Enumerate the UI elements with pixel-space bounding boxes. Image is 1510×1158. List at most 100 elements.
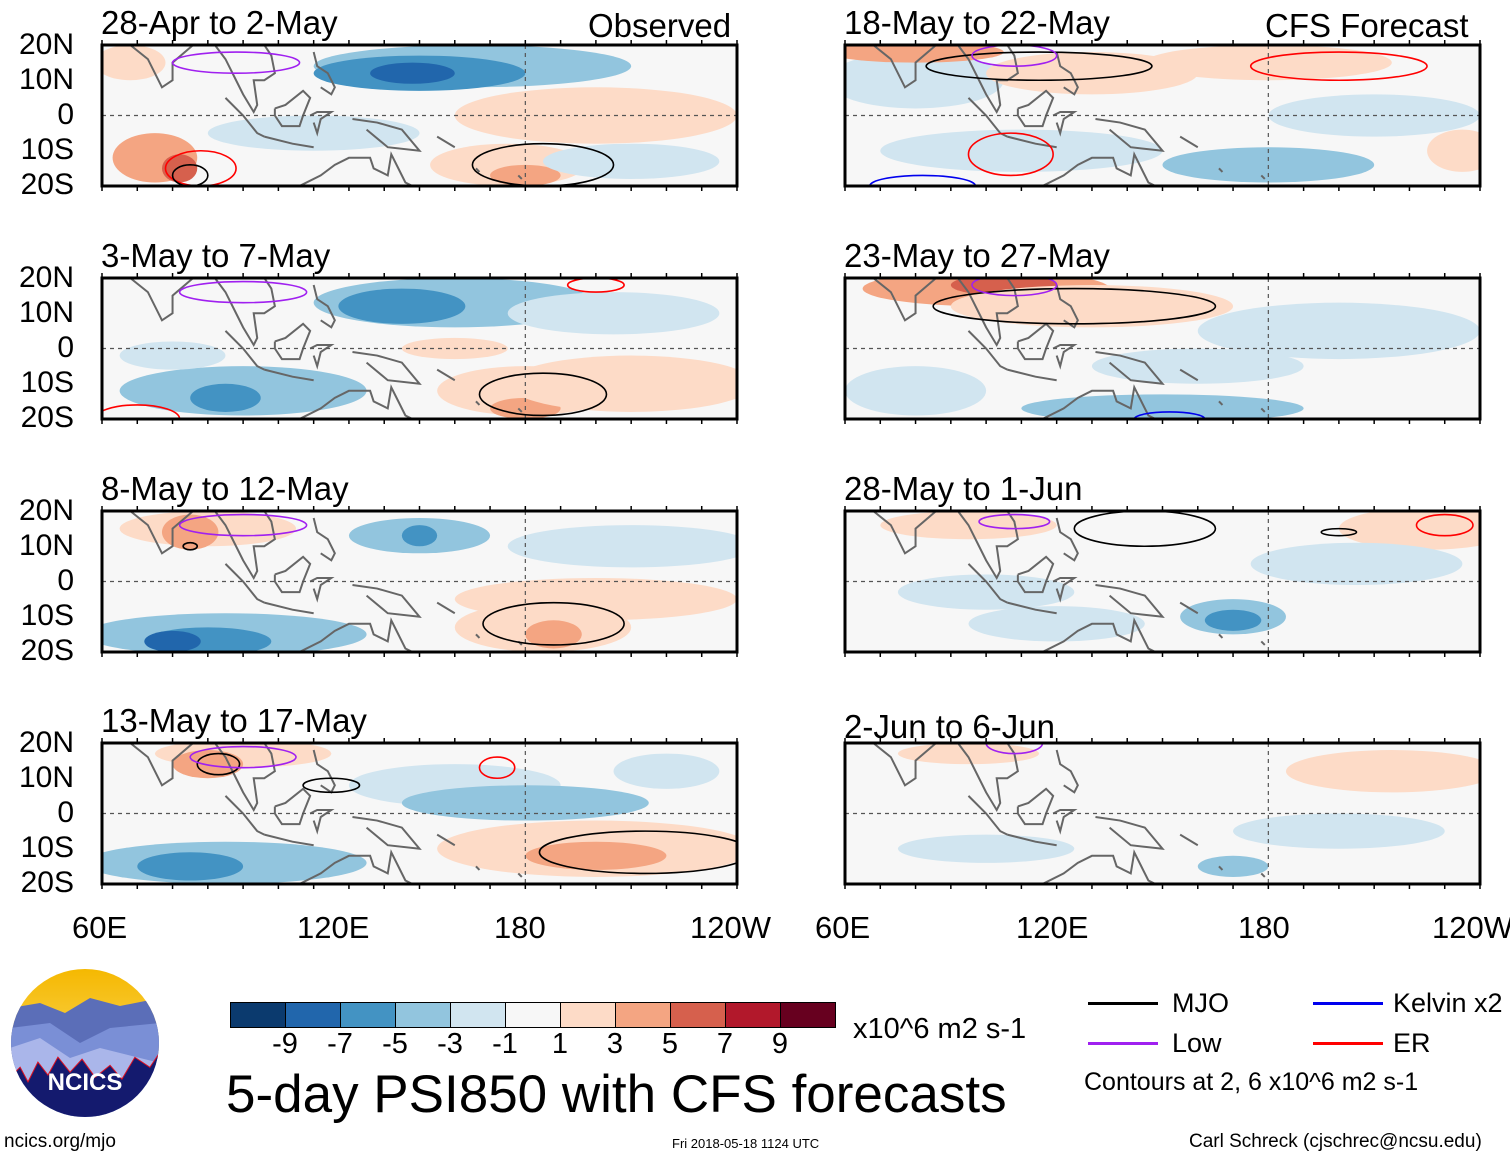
coastline	[264, 135, 314, 149]
anomaly-shading	[401, 525, 438, 547]
map-panel	[843, 506, 1482, 657]
coastline	[1007, 601, 1057, 615]
anomaly-shading	[897, 834, 1075, 863]
colorbar-swatch	[231, 1003, 286, 1027]
coastline	[517, 872, 523, 878]
anomaly-shading	[370, 62, 455, 84]
coastline	[1260, 407, 1266, 413]
colorbar-tick-label: 1	[551, 1028, 569, 1060]
coastline	[436, 368, 456, 382]
colorbar-swatch	[396, 1003, 451, 1027]
coastline	[517, 407, 523, 413]
coastline	[312, 51, 336, 96]
panel-title: 18-May to 22-May	[844, 4, 1110, 41]
coastline	[1041, 384, 1156, 419]
coastline	[1095, 816, 1165, 851]
wave-contour	[102, 404, 181, 419]
coastline	[436, 135, 456, 149]
lat-label: 20N	[18, 261, 74, 294]
coastline	[129, 743, 195, 787]
coastline	[1007, 833, 1057, 847]
lat-label: 0	[57, 331, 74, 364]
lat-label: 20N	[18, 494, 74, 527]
coastline	[352, 584, 422, 619]
map-panel	[843, 738, 1482, 889]
wave-contour	[1415, 513, 1474, 537]
coastline	[1260, 872, 1266, 878]
wave-contour	[985, 743, 1044, 755]
coastline	[1041, 849, 1156, 884]
wave-contour	[302, 777, 361, 794]
coastline	[224, 795, 265, 836]
coastline	[1218, 400, 1224, 406]
coastline	[1179, 601, 1199, 615]
anomaly-shading	[1233, 813, 1445, 849]
coastline	[352, 816, 422, 851]
map-panel	[843, 40, 1482, 191]
lat-label: 0	[57, 98, 74, 131]
wave-contour	[932, 287, 1217, 325]
lat-label: 10N	[18, 296, 74, 329]
wave-contour	[1073, 511, 1217, 548]
panel-title: 28-May to 1-Jun	[844, 470, 1083, 507]
coastline	[1095, 584, 1165, 619]
footer-url[interactable]: ncics.org/mjo	[4, 1131, 116, 1152]
legend-mjo-label: MJO	[1172, 988, 1229, 1018]
wave-contour	[196, 752, 241, 776]
wave-contour	[566, 278, 625, 293]
anomaly-shading	[190, 383, 261, 412]
anomaly-shading	[161, 154, 198, 183]
wave-contour	[1320, 527, 1358, 537]
colorbar-swatch	[781, 1003, 835, 1027]
lat-label: 10N	[18, 529, 74, 562]
wave-contour	[971, 45, 1058, 67]
legend-low-label: Low	[1172, 1028, 1222, 1058]
coastline	[1260, 640, 1266, 646]
anomaly-shading	[137, 852, 244, 881]
lat-label: 10S	[20, 366, 74, 399]
wave-contour	[482, 601, 625, 646]
coastline	[1218, 167, 1224, 173]
coastline	[436, 601, 456, 615]
coastline	[957, 45, 1019, 115]
legend-kelvin-line	[1313, 1002, 1383, 1005]
anomaly-shading	[613, 753, 720, 789]
wave-contour	[967, 132, 1054, 177]
coastline	[967, 563, 1008, 604]
coastline	[1041, 151, 1156, 186]
anomaly-shading	[102, 45, 166, 81]
coastline	[517, 174, 523, 180]
lon-label: 180	[1238, 910, 1290, 945]
coastline	[1041, 617, 1156, 652]
wave-contour	[178, 280, 308, 304]
wave-contour	[164, 149, 237, 186]
coastline	[1055, 284, 1079, 329]
wave-contour	[178, 513, 308, 537]
colorbar-tick-label: 3	[606, 1028, 624, 1060]
anomaly-shading	[897, 574, 1075, 610]
lat-label: 20N	[18, 28, 74, 61]
colorbar-swatch	[616, 1003, 671, 1027]
wave-contour	[538, 830, 737, 875]
panel-title: 23-May to 27-May	[844, 237, 1110, 274]
coastline	[957, 278, 1019, 348]
coastline	[967, 795, 1008, 836]
lon-label: 60E	[72, 910, 128, 945]
coastline	[298, 617, 413, 652]
map-panel	[843, 273, 1482, 424]
observed-header: Observed	[588, 7, 732, 44]
coastline	[967, 330, 1008, 371]
wave-contour	[189, 745, 297, 769]
colorbar-tick-label: 7	[716, 1028, 734, 1060]
colorbar-swatch	[506, 1003, 561, 1027]
anomaly-shading	[845, 366, 987, 416]
anomaly-shading	[207, 115, 420, 151]
colorbar-swatch	[341, 1003, 396, 1027]
cfs-forecast-header: CFS Forecast	[1265, 7, 1469, 44]
anomaly-shading	[1091, 348, 1304, 384]
map-panel	[100, 506, 739, 657]
coastline	[475, 400, 481, 406]
anomaly-shading	[525, 620, 582, 649]
anomaly-shading	[1162, 147, 1375, 183]
lat-label: 20S	[20, 634, 74, 667]
